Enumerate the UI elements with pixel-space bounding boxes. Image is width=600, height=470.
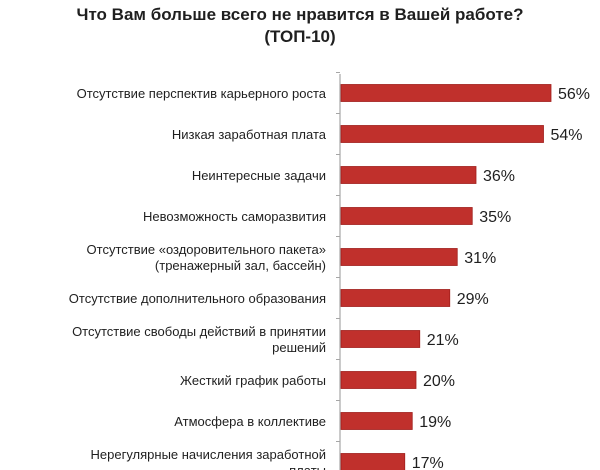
bar [340,289,451,307]
bar [340,412,413,430]
bar [340,207,473,225]
category-label: Отсутствие «оздоровительного пакета» (тре… [87,242,326,273]
chart-title-block: Что Вам больше всего не нравится в Вашей… [0,4,600,48]
bar [340,330,421,348]
bar [340,166,477,184]
value-label: 36% [483,168,515,185]
bar [340,248,458,266]
value-label: 29% [457,291,489,308]
bar [340,84,552,102]
category-label: Жесткий график работы [180,373,326,388]
value-label: 54% [551,127,583,144]
value-label: 56% [558,86,590,103]
category-label: Отсутствие дополнительного образования [69,291,326,306]
category-label: Нерегулярные начисления заработнойплаты [91,447,327,470]
value-label: 17% [412,455,444,470]
category-label: Невозможность саморазвития [143,209,326,224]
bar [340,371,417,389]
value-label: 21% [427,332,459,349]
category-label: Атмосфера в коллективе [174,414,326,429]
category-label: Неинтересные задачи [192,168,326,183]
bar [340,125,544,143]
chart-subtitle: (ТОП-10) [264,27,336,46]
value-label: 19% [419,414,451,431]
bar [340,453,406,470]
category-label: Низкая заработная плата [172,127,327,142]
category-label: Отсутствие перспектив карьерного роста [77,86,327,101]
category-label: Отсутствие свободы действий в принятии ре… [72,324,326,355]
chart-title: Что Вам больше всего не нравится в Вашей… [76,5,524,24]
value-label: 35% [479,209,511,226]
value-label: 31% [464,250,496,267]
value-label: 20% [423,373,455,390]
